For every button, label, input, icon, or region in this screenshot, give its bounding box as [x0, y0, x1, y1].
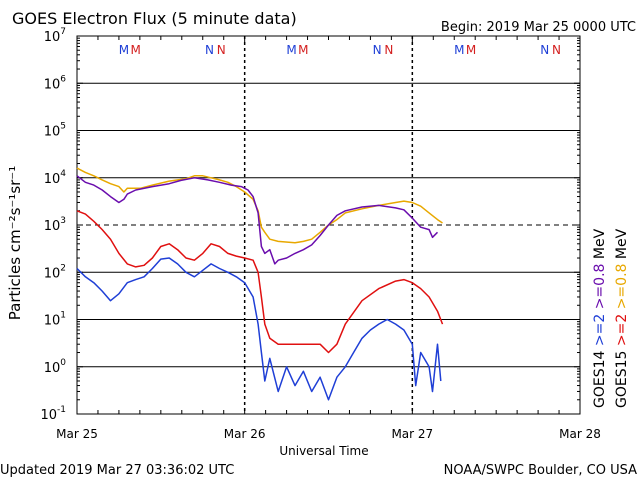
legend-entry: GOES14 >=2 >=0.8 MeV [592, 228, 608, 408]
mn-marker: N [384, 43, 393, 57]
y-tick-label: 100 [44, 358, 67, 376]
y-tick-label: 104 [44, 169, 67, 187]
series-line-2 [76, 210, 444, 354]
credit-text: NOAA/SWPC Boulder, CO USA [444, 463, 637, 478]
y-tick-label: 107 [44, 27, 66, 45]
updated-timestamp: Updated 2019 Mar 27 03:36:02 UTC [0, 463, 234, 478]
series-layer [76, 167, 444, 401]
mn-marker: M [119, 43, 129, 57]
mn-marker: N [540, 43, 549, 57]
series-line-1 [76, 175, 439, 265]
x-axis-label: Universal Time [279, 444, 368, 458]
mn-marker: M [131, 43, 141, 57]
y-tick-label: 101 [44, 311, 66, 329]
x-tick-label: Mar 25 [56, 427, 98, 441]
y-tick-labels: 107 106 105 104 103 102 101 100 10-1 [40, 27, 66, 423]
x-tick-labels: Mar 25 Mar 26 Mar 27 Mar 28 [56, 427, 601, 441]
mn-marker: M [286, 43, 296, 57]
mn-marker: M [466, 43, 476, 57]
legend-right: GOES14 >=2 >=0.8 MeV GOES15 >=2 >=0.8 MeV [592, 228, 630, 408]
legend-entry: GOES15 >=2 >=0.8 MeV [614, 228, 630, 408]
y-tick-label: 105 [44, 122, 66, 140]
x-tick-label: Mar 28 [559, 427, 601, 441]
mn-marker: M [454, 43, 464, 57]
y-tick-label: 102 [44, 263, 66, 281]
grid-lines [77, 82, 580, 368]
chart-title: GOES Electron Flux (5 minute data) [12, 9, 297, 28]
y-tick-label: 106 [44, 74, 67, 92]
mn-marker: M [298, 43, 308, 57]
day-separators [243, 36, 414, 414]
mn-marker: N [217, 43, 226, 57]
begin-date: Begin: 2019 Mar 25 0000 UTC [441, 20, 636, 35]
mn-marker: N [205, 43, 214, 57]
x-tick-label: Mar 27 [391, 427, 433, 441]
y-tick-label: 103 [44, 216, 66, 234]
x-tick-label: Mar 26 [224, 427, 266, 441]
y-tick-label: 10-1 [40, 405, 66, 423]
series-line-3 [76, 257, 442, 401]
y-axis-label: Particles cm⁻²s⁻¹sr⁻¹ [6, 166, 24, 320]
mn-marker: N [373, 43, 382, 57]
mn-marker: N [552, 43, 561, 57]
